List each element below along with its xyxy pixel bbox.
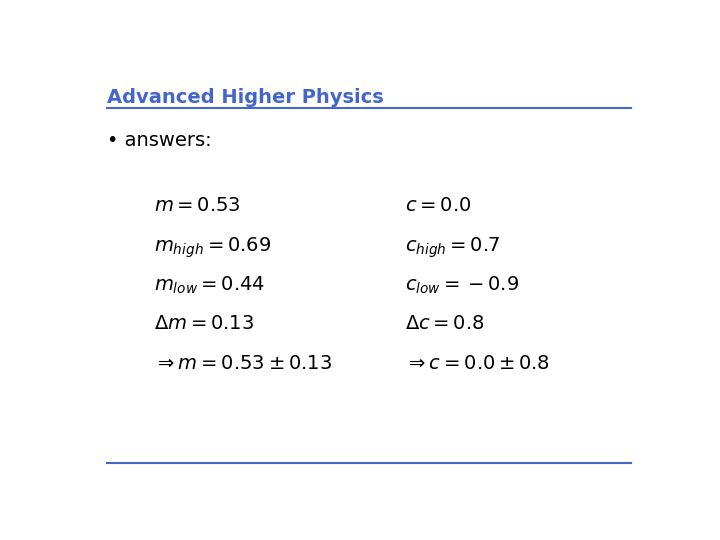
Text: Advanced Higher Physics: Advanced Higher Physics	[107, 87, 384, 107]
Text: $m_{high} = 0.69$: $m_{high} = 0.69$	[154, 235, 271, 260]
Text: $m = 0.53$: $m = 0.53$	[154, 196, 241, 215]
Text: $\Rightarrow c = 0.0 \pm 0.8$: $\Rightarrow c = 0.0 \pm 0.8$	[405, 354, 550, 373]
Text: $\Delta m = 0.13$: $\Delta m = 0.13$	[154, 314, 254, 333]
Text: $c_{low} = -0.9$: $c_{low} = -0.9$	[405, 275, 519, 296]
Text: $c = 0.0$: $c = 0.0$	[405, 196, 472, 215]
Text: • answers:: • answers:	[107, 131, 212, 150]
Text: $c_{high} = 0.7$: $c_{high} = 0.7$	[405, 235, 500, 260]
Text: $m_{low} = 0.44$: $m_{low} = 0.44$	[154, 275, 265, 296]
Text: $\Delta c = 0.8$: $\Delta c = 0.8$	[405, 314, 485, 333]
Text: $\Rightarrow m = 0.53 \pm 0.13$: $\Rightarrow m = 0.53 \pm 0.13$	[154, 354, 332, 373]
